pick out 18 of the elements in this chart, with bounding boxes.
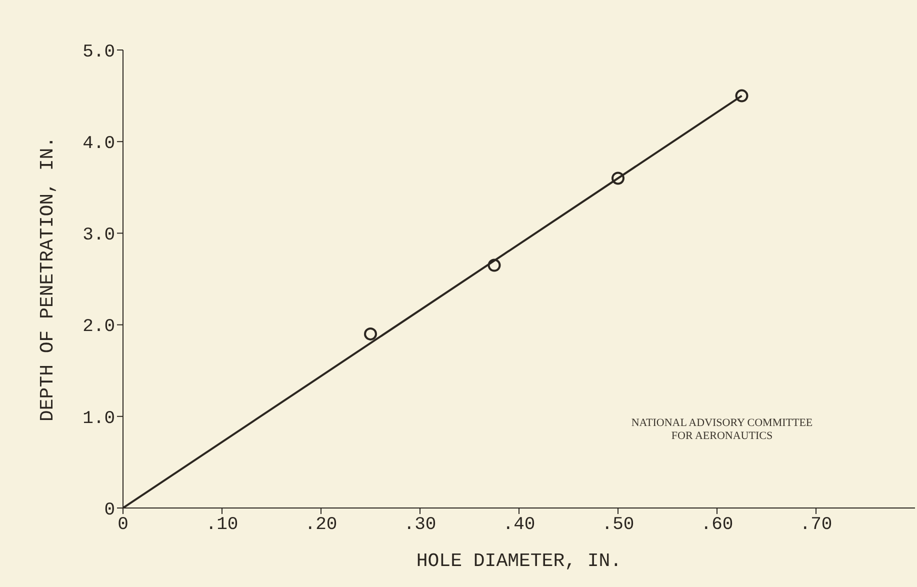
x-axis-title: HOLE DIAMETER, IN. (416, 550, 622, 572)
y-tick-label: 2.0 (82, 317, 115, 338)
y-tick-label: 1.0 (82, 408, 115, 429)
annotation: NATIONAL ADVISORY COMMITTEE FOR AERONAUTICS (631, 417, 813, 442)
y-tick-label: 4.0 (82, 134, 115, 154)
point (364, 327, 377, 340)
y-tick-label: 0 (104, 500, 115, 520)
y-tick-label: 3.0 (82, 226, 115, 246)
x-tick-label: 0 (118, 514, 128, 535)
y-tick-label: 5.0 (82, 42, 115, 62)
y-axis-title: DEPTH OF PENETRATION, IN. (36, 136, 59, 422)
x-tick-label: .40 (502, 514, 536, 535)
x-tick-label: .10 (206, 514, 238, 535)
x-tick-label: .60 (700, 514, 734, 535)
x-tick-label: .30 (404, 514, 436, 535)
x-tick-label: .70 (800, 514, 832, 535)
x-tick-label: .20 (304, 514, 338, 535)
x-tick-label: .50 (602, 514, 634, 535)
